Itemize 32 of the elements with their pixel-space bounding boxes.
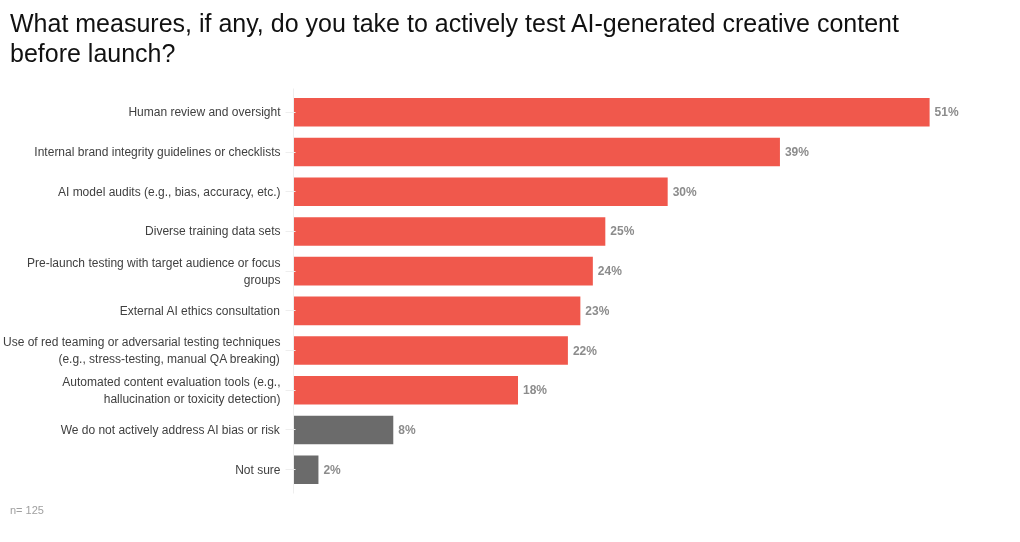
data-label: 24% [597,264,623,279]
data-label: 18% [523,383,548,398]
y-tick-label: Use of red teaming or adversarial testing techniques (e.g., stress-testing, manual QA breaking) [3,335,281,366]
y-tick-label: Automated content evaluation tools (e.g., hallucination or toxicity detection) [62,374,281,406]
data-label: 39% [784,145,810,160]
data-label: 30% [672,184,698,199]
bar [293,217,606,246]
y-tick-label: AI model audits (e.g., bias, accuracy, etc.) [57,184,281,199]
bar [293,256,593,286]
y-tick-label: Diverse training data sets [145,224,281,239]
y-tick-label: We do not actively address AI bias or risk [60,422,281,437]
bar [293,98,930,127]
chart-title: What measures, if any, do you take to actively test AI-generated creative content before launch? [10,8,900,68]
bar [293,336,568,365]
data-label: 22% [572,343,598,358]
y-tick-label: Pre-launch testing with target audience or focus groups [27,255,281,287]
bar [293,296,581,326]
y-tick-label: Internal brand integrity guidelines or checklists [34,145,281,160]
bar [293,455,319,484]
data-label: 23% [585,303,610,318]
bar [293,375,519,405]
y-tick-label: Human review and oversight [128,105,282,120]
bar [293,137,780,167]
y-tick-label: Not sure [235,462,281,477]
text: n= 125 [10,503,44,518]
data-label: 25% [610,224,635,239]
y-tick-label: External AI ethics consultation [119,303,280,318]
data-label: 8% [398,422,416,437]
bar [293,415,394,445]
data-label: 51% [934,105,959,120]
bar [293,177,668,207]
data-label: 2% [323,462,342,477]
